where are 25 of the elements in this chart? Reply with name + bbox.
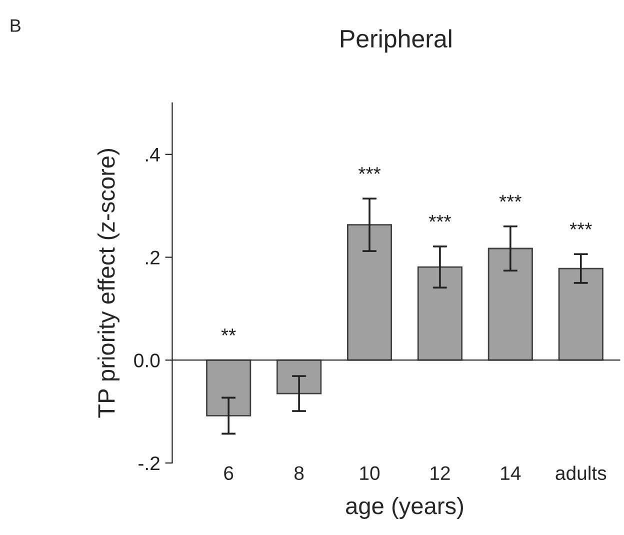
y-tick-label: 0.0 (134, 354, 160, 368)
x-tick-label: 14 (501, 466, 521, 480)
bar (346, 224, 392, 361)
y-axis-title: TP priority effect (z-score) (97, 149, 120, 418)
x-tick-label: 6 (224, 466, 234, 480)
bar (488, 248, 533, 361)
data-label: *** (358, 167, 381, 174)
bar (276, 359, 322, 394)
chart-title: Peripheral (341, 29, 452, 53)
data-label: *** (428, 214, 452, 222)
y-tick-label: -.2 (138, 456, 160, 470)
data-label: *** (499, 194, 522, 202)
x-axis-title: age (years) (346, 496, 463, 519)
x-tick-label: 8 (294, 466, 304, 480)
data-label: ** (221, 328, 236, 336)
text: B (10, 19, 20, 32)
x-tick-label: adults (556, 466, 606, 480)
x-tick-label: 12 (430, 466, 450, 480)
y-tick-label: .4 (146, 148, 160, 162)
y-tick-label: .2 (146, 250, 160, 264)
bar (417, 266, 462, 361)
bar (558, 268, 604, 361)
x-tick-label: 10 (360, 466, 380, 480)
data-label: *** (570, 222, 592, 230)
bar (206, 359, 252, 416)
